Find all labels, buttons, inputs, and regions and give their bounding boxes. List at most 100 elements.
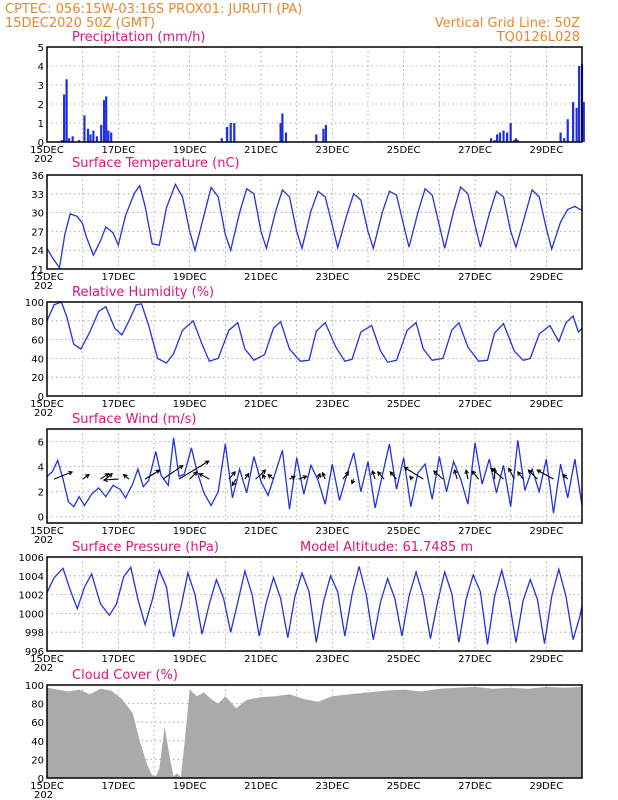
precipitation-bar [516,140,519,142]
wind-x-tick-label: 19DEC [173,526,207,537]
cloud-cover-panel: Cloud Cover (%) 0 20 40 60 80 100 15DEC 17DEC 19… [25,668,583,800]
pressure-x-tick-label: 23DEC [315,654,349,665]
wind-panel: Surface Wind (m/s) 0 2 4 6 15DEC 17DEC 19DEC 21… [30,412,583,546]
wind-vector-arrow [536,469,554,480]
pressure-y-tick-label: 1004 [19,572,44,583]
wind-vector-arrow [350,478,356,485]
wind-x-tick-label: 27DEC [458,526,492,537]
temperature-x-tick-label: 19DEC [173,272,207,283]
pressure-x-tick-label: 25DEC [387,654,421,665]
pressure-y-tick-label: 998 [25,628,44,639]
wind-y-tick-label: 0 [38,513,44,524]
wind-year-label: 202 [34,535,53,546]
pressure-y-tick-label: 1002 [19,591,44,602]
precipitation-x-tick-label: 27DEC [458,145,492,156]
temperature-x-tick-label: 27DEC [458,272,492,283]
precipitation-bar [496,134,499,142]
humidity-x-tick-label: 25DEC [387,399,421,410]
pressure-title: Surface Pressure (hPa) [72,540,219,555]
pressure-panel: Surface Pressure (hPa) Model Altitude: 6… [19,540,583,674]
precipitation-bar [498,132,502,142]
wind-vector-arrow [342,470,350,480]
precipitation-bar [493,140,496,142]
wind-x-tick-label: 25DEC [387,526,421,537]
wind-vector-arrow [517,470,524,480]
precipitation-bar [575,107,578,142]
precipitation-y-tick-label: 1 [38,119,44,130]
wind-vector-arrow [244,472,250,480]
wind-vector-arrow [228,471,236,480]
wind-frame [46,428,583,524]
cloud-cover-y-tick-label: 60 [31,718,44,729]
wind-y-tick-label: 6 [38,438,44,449]
temperature-title: Surface Temperature (nC) [72,156,240,171]
precipitation-bar [279,123,282,142]
humidity-panel: Relative Humidity (%) 0 20 40 60 80 100 15DEC 1… [25,285,583,419]
humidity-x-tick-label: 29DEC [529,399,563,410]
cloud-cover-y-tick-label: 20 [31,755,44,766]
cloud-cover-x-tick-label: 17DEC [101,781,135,792]
wind-vector-arrow [389,471,397,480]
precipitation-bar [65,79,68,142]
pressure-y-tick-label: 1006 [19,553,44,564]
temperature-y-tick-label: 21 [31,265,44,276]
wind-y-tick-label: 4 [38,463,44,474]
wind-x-tick-label: 23DEC [315,526,349,537]
precipitation-y-tick-label: 5 [38,43,44,54]
precipitation-bar [513,140,516,142]
humidity-y-tick-label: 40 [31,354,44,365]
cloud-cover-x-tick-label: 15DEC [30,781,64,792]
wind-vector-arrow [255,469,267,480]
humidity-year-label: 202 [34,408,53,419]
wind-vector-arrow [267,473,274,480]
precipitation-bar [63,94,66,142]
temperature-x-tick-label: 21DEC [244,272,278,283]
humidity-x-tick-label: 19DEC [173,399,207,410]
precipitation-panel: Precipitation (mm/h) 0 1 2 3 4 5 15DEC 17DEC 19D… [30,30,585,165]
temperature-year-label: 202 [34,281,53,292]
wind-vector-arrow [527,469,538,480]
wind-vector-arrow [409,475,414,481]
humidity-y-tick-label: 60 [31,336,44,347]
cloud-cover-area [47,686,582,778]
cloud-cover-x-tick-label: 23DEC [315,781,349,792]
temperature-x-tick-label: 23DEC [315,272,349,283]
precipitation-bar [514,138,518,142]
precipitation-y-tick-label: 4 [38,62,44,73]
humidity-x-tick-label: 27DEC [458,399,492,410]
precipitation-bar [105,96,108,142]
precipitation-x-tick-label: 19DEC [173,145,207,156]
wind-vector-arrow [316,472,322,480]
temperature-x-tick-label: 29DEC [529,272,563,283]
header-grid-line: Vertical Grid Line: 50Z [435,16,580,31]
precipitation-bar [563,138,566,142]
model-altitude-label: Model Altitude: 61.7485 m [300,540,473,555]
precipitation-bar [506,132,509,142]
precipitation-bar [95,136,99,142]
cloud-cover-y-tick-label: 80 [31,700,44,711]
humidity-x-tick-label: 21DEC [244,399,278,410]
humidity-title: Relative Humidity (%) [72,285,214,300]
cloud-cover-x-tick-label: 19DEC [173,781,207,792]
precipitation-bar [226,126,229,142]
pressure-x-tick-label: 17DEC [101,654,135,665]
wind-vector-arrow [144,469,161,480]
precipitation-bar [489,138,493,142]
wind-vector-arrow [298,475,308,480]
pressure-line [46,565,583,645]
humidity-line [46,301,583,364]
wind-x-tick-label: 15DEC [30,526,64,537]
wind-vector-arrow [377,471,385,480]
precipitation-bar [220,138,223,142]
precipitation-bar [571,102,575,142]
precipitation-bar [102,100,106,142]
cloud-cover-x-tick-label: 27DEC [458,781,492,792]
humidity-y-tick-label: 0 [38,392,44,403]
pressure-year-label: 202 [34,663,53,674]
cloud-cover-year-label: 202 [34,790,53,800]
precipitation-x-tick-label: 21DEC [244,145,278,156]
temperature-frame [46,174,583,270]
precipitation-bar [86,128,90,142]
precipitation-bar [509,123,512,142]
